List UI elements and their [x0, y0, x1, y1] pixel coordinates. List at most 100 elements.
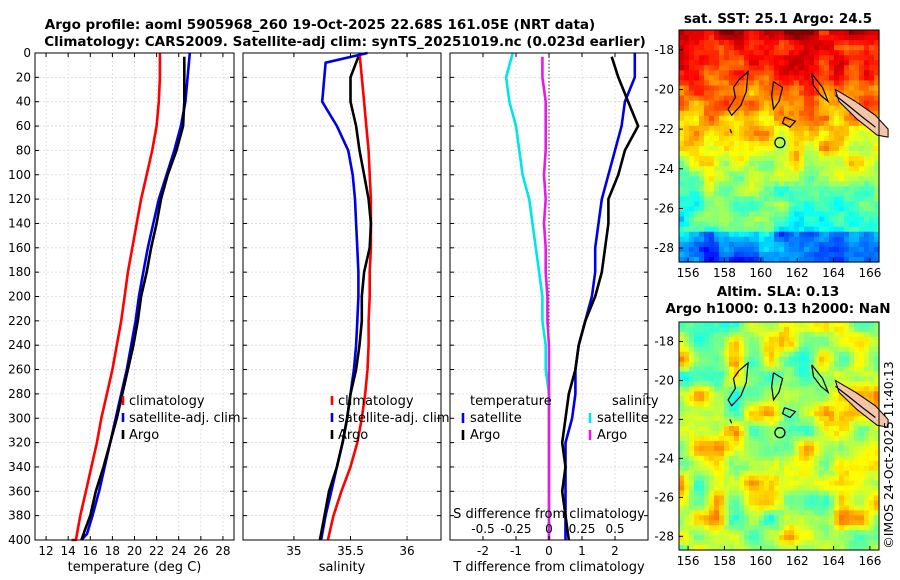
map-cell — [844, 455, 850, 462]
map-cell — [789, 70, 795, 76]
map-cell — [709, 490, 715, 497]
map-cell — [724, 95, 730, 102]
map-cell — [694, 206, 700, 213]
map-cell — [684, 381, 690, 388]
map-cell — [859, 246, 865, 253]
map-cell — [719, 371, 725, 378]
map-cell — [794, 381, 800, 388]
map-cell — [799, 140, 805, 147]
map-cell — [839, 376, 845, 383]
map-cell — [719, 411, 725, 417]
map-cell — [694, 540, 700, 546]
map-cell — [849, 480, 855, 487]
map-cell — [714, 346, 720, 353]
map-cell — [709, 211, 715, 218]
map-cell — [864, 455, 870, 462]
map-cell — [744, 540, 750, 546]
map-cell — [689, 426, 695, 432]
map-cell — [724, 100, 730, 107]
map-cell — [804, 125, 810, 132]
map-cell — [774, 201, 780, 208]
map-cell — [779, 146, 785, 152]
map-cell — [779, 545, 785, 551]
map-cell — [734, 95, 740, 102]
map-cell — [689, 356, 695, 363]
map-cell — [864, 50, 870, 56]
map-cell — [729, 396, 735, 402]
map-cell — [829, 50, 835, 56]
map-cell — [854, 75, 860, 82]
map-cell — [764, 226, 770, 233]
map-cell — [839, 520, 845, 526]
map-cell — [829, 140, 835, 147]
y-tick-label: 120 — [8, 192, 31, 206]
map-cell — [779, 460, 785, 467]
top-x-tick-label: -0.5 — [471, 522, 494, 536]
map-cell — [689, 100, 695, 107]
map-cell — [689, 135, 695, 142]
map-cell — [759, 331, 765, 338]
map-cell — [679, 65, 685, 71]
map-cell — [814, 396, 820, 402]
map-cell — [869, 505, 875, 511]
map-cell — [864, 460, 870, 467]
map-cell — [854, 130, 860, 137]
map-cell — [834, 331, 840, 338]
map-cell — [739, 356, 745, 363]
map-cell — [734, 45, 740, 51]
map-cell — [834, 416, 840, 422]
map-cell — [744, 171, 750, 177]
series-line-climatology — [71, 53, 162, 542]
map-cell — [799, 495, 805, 502]
map-cell — [794, 161, 800, 167]
map-cell — [859, 30, 865, 36]
map-cell — [724, 201, 730, 208]
map-cell — [834, 391, 840, 397]
map-cell — [684, 535, 690, 541]
x-tick-label: 12 — [38, 544, 53, 558]
map-cell — [814, 120, 820, 127]
map-cell — [709, 445, 715, 452]
map-cell — [859, 176, 865, 182]
credit-text: ©IMOS 24-Oct-2025 11:40:13 — [881, 361, 896, 549]
map-cell — [784, 411, 790, 417]
map-cell — [794, 361, 800, 368]
map-cell — [824, 135, 830, 142]
map-cell — [754, 386, 760, 392]
map-cell — [809, 322, 815, 328]
map-cell — [854, 416, 860, 422]
map-cell — [739, 161, 745, 167]
map-cell — [759, 322, 765, 328]
map-cell — [874, 322, 880, 328]
map-cell — [784, 241, 790, 248]
map-cell — [809, 85, 815, 92]
map-cell — [719, 90, 725, 97]
map-cell — [794, 125, 800, 132]
map-cell — [809, 211, 815, 218]
map-cell — [814, 80, 820, 87]
map-cell — [779, 510, 785, 516]
map-cell — [709, 105, 715, 112]
map-cell — [769, 65, 775, 71]
map-cell — [864, 525, 870, 531]
map-cell — [804, 515, 810, 521]
map-cell — [709, 386, 715, 392]
map-cell — [679, 196, 685, 203]
reef-contour — [811, 364, 830, 395]
map-cell — [854, 361, 860, 368]
map-cell — [769, 396, 775, 402]
map-cell — [849, 256, 855, 263]
map-cell — [734, 445, 740, 452]
map-cell — [704, 510, 710, 516]
map-cell — [799, 110, 805, 117]
map-cell — [759, 95, 765, 102]
map-cell — [804, 525, 810, 531]
map-cell — [724, 525, 730, 531]
map-cell — [759, 161, 765, 167]
map-cell — [809, 406, 815, 412]
map-cell — [819, 216, 825, 223]
map-cell — [729, 386, 735, 392]
map-cell — [824, 125, 830, 132]
map-cell — [714, 146, 720, 152]
map-cell — [844, 241, 850, 248]
